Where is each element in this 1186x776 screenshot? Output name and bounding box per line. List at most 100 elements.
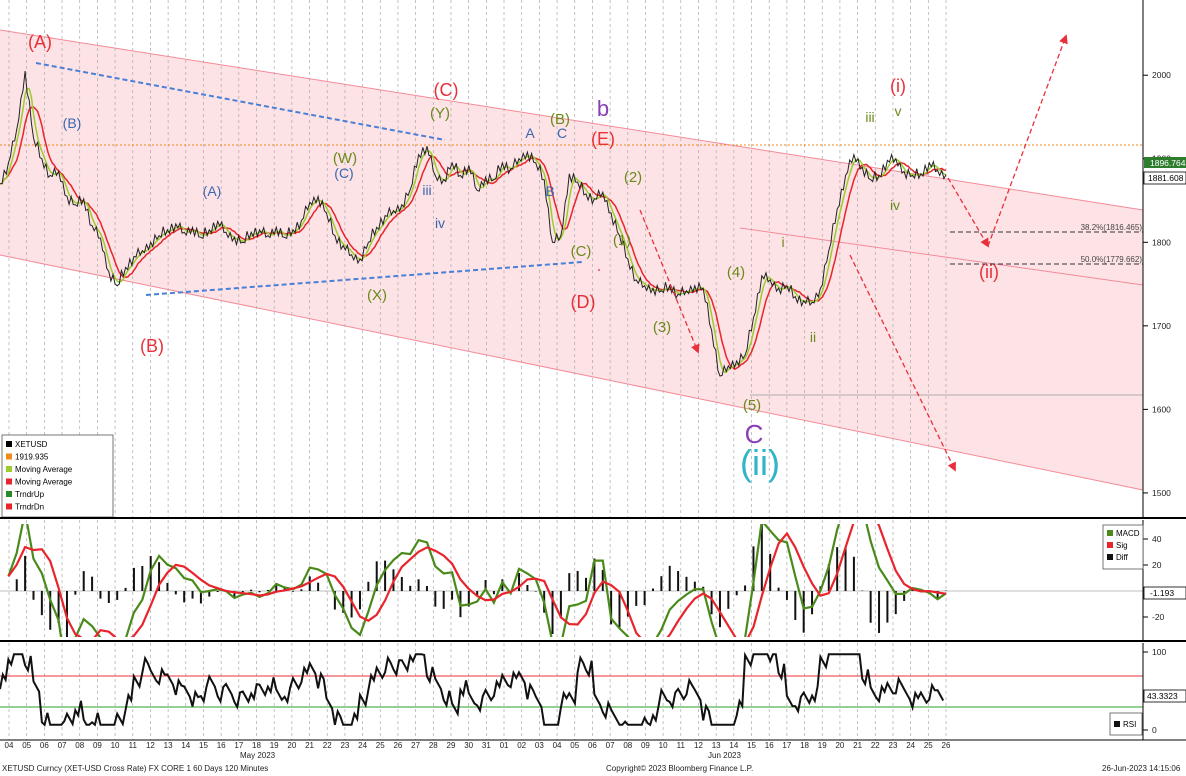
legend-item: Diff (1116, 553, 1129, 562)
last-price-label: 1896.764 (1150, 158, 1186, 168)
x-tick-label: 14 (729, 741, 738, 750)
x-tick-label: 04 (553, 741, 562, 750)
rsi-line (0, 651, 945, 727)
current-price-label: 1881.608 (1148, 173, 1184, 183)
wave-label: (2) (624, 169, 642, 186)
current-price-box (1143, 171, 1186, 185)
channel-mid-line (739, 227, 1144, 286)
wave-label: b (597, 96, 609, 121)
macd-line (7, 524, 947, 637)
x-tick-label: 30 (464, 741, 473, 750)
footer-timestamp: 26-Jun-2023 14:15:06 (1102, 764, 1181, 773)
x-tick-label: 20 (287, 741, 296, 750)
wave-label: (3) (653, 319, 671, 336)
x-tick-label: 01 (500, 741, 509, 750)
y-tick-label: 1800 (1152, 237, 1171, 247)
wave-label: (1) (613, 232, 631, 249)
y-tick-label: 1600 (1152, 404, 1171, 414)
wave-label: C (557, 125, 567, 141)
wave-label: (B) (550, 111, 570, 128)
macd-signal-line (7, 524, 947, 637)
wave-label: (B) (140, 336, 164, 356)
x-tick-label: 28 (429, 741, 438, 750)
x-tick-label: 12 (694, 741, 703, 750)
x-tick-label: 04 (5, 741, 14, 750)
y-tick-label: 2000 (1152, 70, 1171, 80)
x-tick-label: 09 (641, 741, 650, 750)
y-tick-label: 1700 (1152, 321, 1171, 331)
legend-swatch (6, 441, 12, 447)
y-tick-label: 40 (1152, 534, 1162, 544)
wave-label: (i) (890, 76, 906, 96)
x-tick-label: 26 (393, 741, 402, 750)
wave-label: iii (422, 182, 431, 198)
x-tick-label: 13 (712, 741, 721, 750)
y-tick-label: 100 (1152, 647, 1166, 657)
price-legend: XETUSD 1919.935 Moving Average Moving Avera… (1, 434, 114, 518)
x-tick-label: 16 (217, 741, 226, 750)
y-tick-label: 20 (1152, 560, 1162, 570)
wave-label: iv (890, 197, 900, 213)
x-tick-label: 03 (535, 741, 544, 750)
x-tick-label: 13 (164, 741, 173, 750)
x-tick-label: 31 (482, 741, 491, 750)
x-tick-label: 07 (58, 741, 67, 750)
x-tick-label: 24 (906, 741, 915, 750)
wave-label: (D) (571, 292, 596, 312)
x-tick-label: 23 (340, 741, 349, 750)
x-tick-label: 12 (146, 741, 155, 750)
macd-legend: MACD Sig Diff (1102, 524, 1144, 570)
macd-current-box (1143, 586, 1186, 600)
footer-security-label: XETUSD Curncy (XET-USD Cross Rate) FX CO… (2, 764, 269, 773)
wave-label: iii (865, 109, 874, 125)
x-tick-label: 21 (305, 741, 314, 750)
footer: XETUSD Curncy (XET-USD Cross Rate) FX CO… (0, 762, 1186, 776)
rsi-current-label: 43.3323 (1147, 691, 1178, 701)
wave-label: iv (435, 215, 445, 231)
channel-upper-line (0, 29, 1144, 211)
wave-label: C (745, 419, 764, 449)
wave-label: (E) (591, 129, 615, 149)
legend-swatch (6, 466, 12, 472)
rsi-panel: 100 0 43.3323 RSI (0, 643, 1186, 741)
legend-swatch (1114, 721, 1120, 727)
moving-average-green-line (0, 87, 947, 373)
x-month-label: Jun 2023 (708, 751, 741, 760)
channel-lower-line (0, 254, 1144, 491)
x-tick-label: 05 (570, 741, 579, 750)
macd-current-label: -1.193 (1150, 588, 1174, 598)
x-tick-label: 29 (447, 741, 456, 750)
wave-label: (ii) (979, 262, 999, 282)
legend-swatch (1107, 530, 1113, 536)
legend-item: Moving Average (15, 465, 73, 474)
last-price-box (1144, 157, 1186, 168)
x-tick-label: 02 (517, 741, 526, 750)
legend-swatch (6, 491, 12, 497)
x-tick-label: 19 (270, 741, 279, 750)
y-tick-label: 0 (1152, 725, 1157, 735)
legend-item: TrndrDn (15, 503, 44, 512)
rsi-current-box (1143, 689, 1186, 703)
legend-item: XETUSD (15, 440, 48, 449)
wave-label: v (895, 103, 902, 119)
legend-item: Moving Average (15, 478, 73, 487)
wave-label: (5) (743, 397, 761, 414)
x-tick-label: 19 (818, 741, 827, 750)
x-tick-label: 17 (234, 741, 243, 750)
legend-swatch (6, 503, 12, 510)
x-tick-label: 16 (765, 741, 774, 750)
x-tick-label: 15 (747, 741, 756, 750)
x-tick-label: 18 (252, 741, 261, 750)
triangle-lower-line (145, 261, 583, 296)
wave-label: (ii) (740, 442, 780, 483)
x-tick-label: 20 (835, 741, 844, 750)
wave-label: (X) (367, 287, 387, 304)
wave-label: i (781, 234, 784, 250)
price-panel: 38.2%(1816.465) 50.0%(1779.662) 20001900… (0, 0, 1186, 519)
x-tick-label: 22 (871, 741, 880, 750)
projection-arrow-down (947, 177, 989, 248)
x-tick-label: 21 (853, 741, 862, 750)
y-tick-label: 1500 (1152, 488, 1171, 498)
legend-item: MACD (1116, 529, 1140, 538)
